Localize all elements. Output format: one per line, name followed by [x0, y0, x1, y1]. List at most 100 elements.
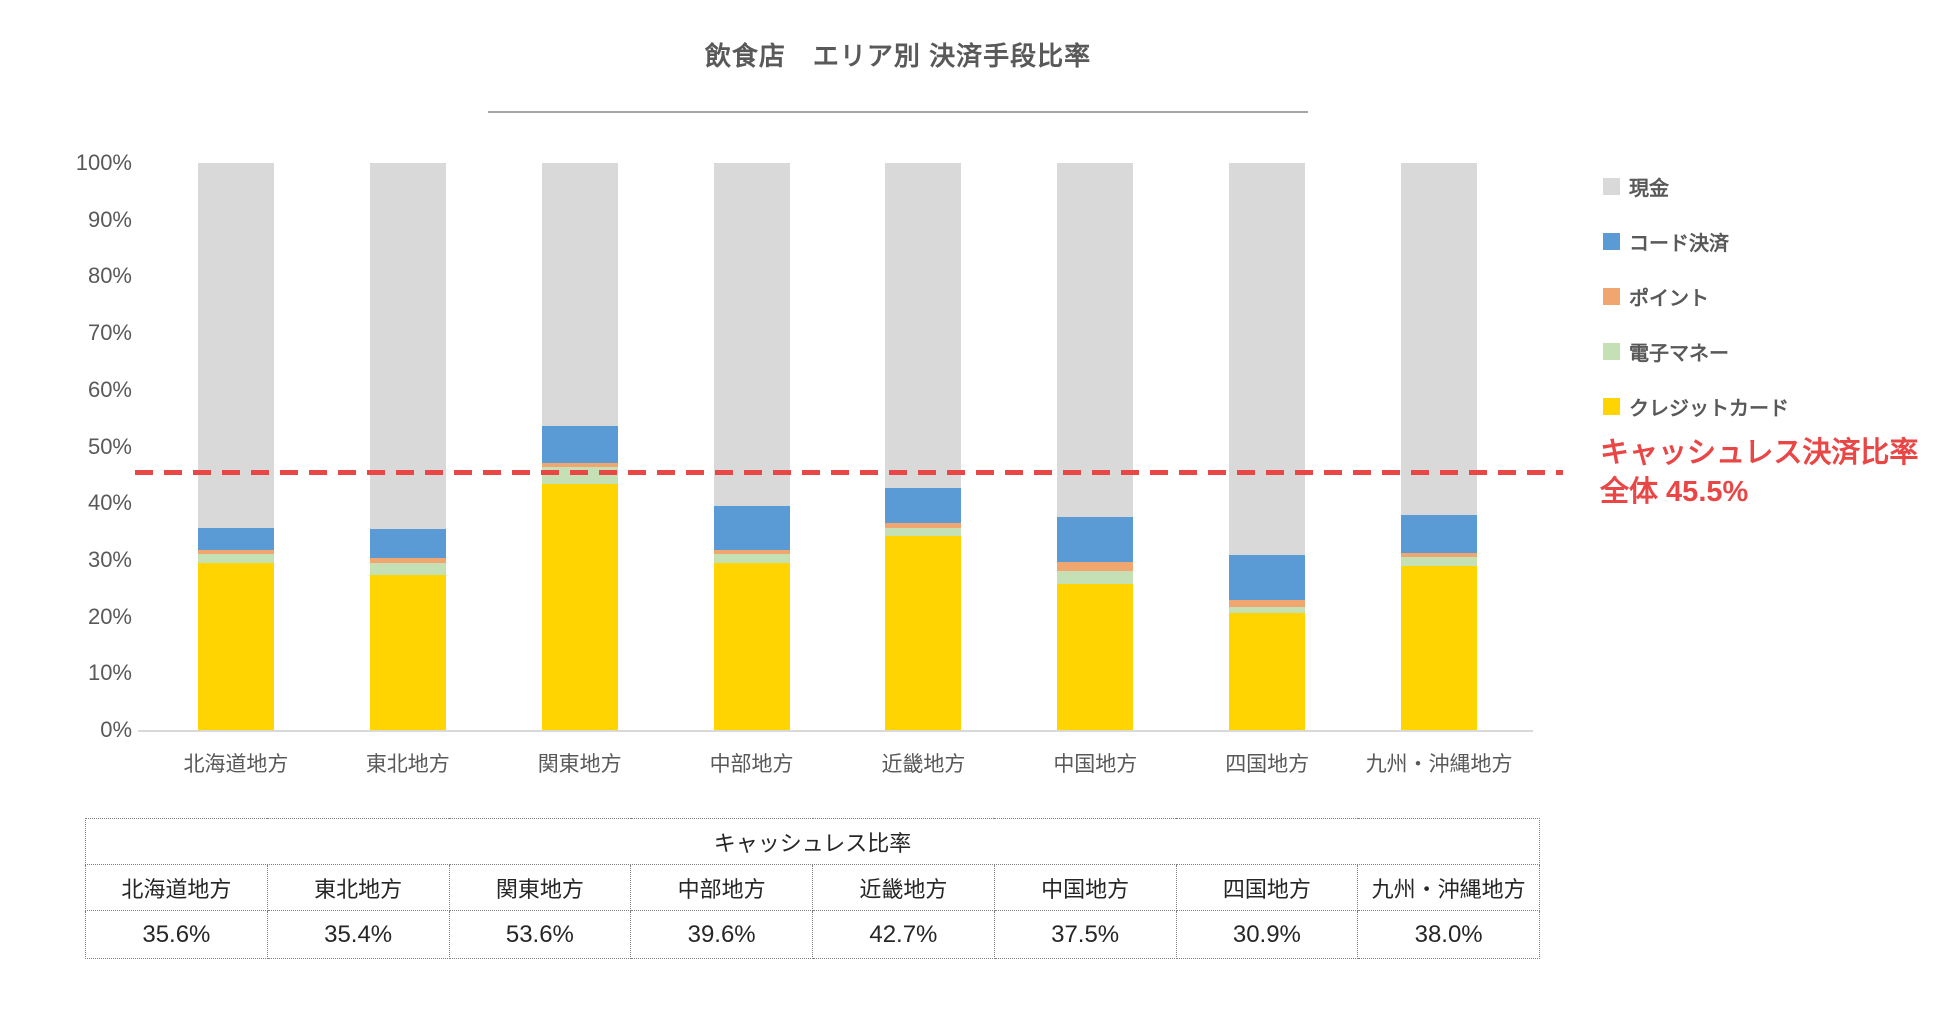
bar-cell-8 [1353, 163, 1525, 730]
x-axis-label: 関東地方 [537, 753, 622, 776]
bar-segment [1229, 600, 1306, 607]
bar-cell-4 [666, 163, 838, 730]
y-tick-label: 0% [100, 717, 132, 742]
bar-segment [1229, 613, 1306, 730]
bar-stack [713, 163, 790, 730]
title-underline [488, 111, 1308, 113]
y-tick-label: 20% [87, 603, 132, 629]
bar-segment [713, 505, 790, 551]
table-region-cell: 北海道地方 [85, 864, 268, 911]
table-value-cell: 35.4% [266, 910, 450, 959]
table-value-cell: 42.7% [812, 910, 995, 959]
reference-line [135, 470, 1563, 475]
x-axis-label: 北海道地方 [183, 753, 289, 776]
bar-segment [197, 528, 274, 550]
legend-label: 現金 [1629, 178, 1669, 200]
bar-segment [1401, 566, 1478, 730]
bar-segment [197, 163, 274, 529]
bar-segment [713, 163, 790, 506]
bar-segment [1057, 571, 1134, 584]
table-value-cell: 35.6% [85, 910, 268, 959]
bar-cell-5 [838, 163, 1010, 730]
bar-segment [197, 549, 274, 554]
bar-segment [1229, 163, 1306, 555]
bar-segment [713, 550, 790, 555]
x-axis-label: 近畿地方 [881, 753, 966, 776]
legend-label: 電子マネー [1629, 343, 1729, 365]
table-region-cell: 中部地方 [630, 864, 813, 911]
y-tick-label: 90% [87, 206, 132, 232]
legend-item: コード決済 [1603, 227, 1789, 256]
bar-segment [885, 523, 962, 529]
table-value-cell: 30.9% [1175, 910, 1359, 959]
bar-segment [1229, 554, 1306, 601]
table-region-cell: 近畿地方 [812, 864, 995, 911]
bar-stack [885, 163, 962, 730]
legend-swatch-icon [1603, 178, 1620, 195]
reference-annotation-line1: キャッシュレス決済比率 [1600, 437, 1919, 469]
bar-stack [1401, 163, 1478, 730]
y-axis: 100% 90% 80% 70% 60% 50% 40% 30% 20% 10% 0% [30, 150, 140, 742]
bar-segment [1057, 517, 1134, 563]
table-value-row: 35.6% 35.4% 53.6% 39.6% 42.7% 37.5% 30.9% 38.0% [85, 910, 1540, 959]
bar-segment [885, 163, 962, 488]
y-tick-label: 100% [75, 150, 132, 175]
table-value-cell: 53.6% [448, 910, 632, 959]
legend-swatch-icon [1603, 233, 1620, 250]
y-tick-label: 30% [87, 546, 132, 572]
reference-annotation-line2: 全体 45.5% [1600, 476, 1749, 508]
plot-area [135, 163, 1563, 732]
bar-stack [1229, 163, 1306, 730]
bar-segment [1401, 514, 1478, 554]
bar-segment [713, 562, 790, 730]
table-value-cell: 39.6% [630, 910, 813, 959]
bar-segment [885, 487, 962, 524]
x-axis-label: 中部地方 [709, 753, 794, 776]
x-axis-label: 東北地方 [365, 753, 450, 776]
bar-segment [713, 554, 790, 563]
bar-segment [369, 562, 446, 576]
table-region-cell: 四国地方 [1175, 864, 1359, 911]
table-title: キャッシュレス比率 [85, 818, 1540, 865]
bar-stack [1057, 163, 1134, 730]
bar-segment [1057, 163, 1134, 518]
table-region-cell: 東北地方 [266, 864, 450, 911]
bar-segment [1401, 553, 1478, 558]
chart-title: 飲食店 エリア別 決済手段比率 [704, 41, 1092, 71]
bar-stack [369, 163, 446, 730]
bar-segment [369, 558, 446, 563]
table-region-cell: 関東地方 [448, 864, 632, 911]
legend-label: コード決済 [1629, 233, 1729, 255]
table-region-cell: 中国地方 [993, 864, 1177, 911]
bar-segment [885, 528, 962, 537]
legend-item: ポイント [1603, 282, 1789, 311]
y-tick-label: 70% [87, 320, 132, 346]
legend-item: 電子マネー [1603, 337, 1789, 366]
cashless-table: キャッシュレス比率 北海道地方 東北地方 関東地方 中部地方 近畿地方 中国地方 四国地方九… [85, 818, 1540, 959]
reference-annotation: キャッシュレス決済比率 全体 45.5% [1600, 434, 1918, 512]
table-region-cell: 九州・沖縄地方 [1357, 864, 1540, 911]
legend-label: クレジットカード [1629, 398, 1789, 420]
x-axis-label: 中国地方 [1053, 753, 1138, 776]
y-tick-label: 50% [87, 433, 132, 459]
bar-cell-7 [1181, 163, 1353, 730]
bar-segment [885, 536, 962, 730]
bar-segment [1401, 557, 1478, 567]
bar-segment [1057, 583, 1134, 730]
x-axis-labels: 北海道地方 東北地方 関東地方 中部地方 近畿地方 中国地方 四国地方 九州・沖縄地方 [150, 748, 1525, 778]
bar-segment [369, 529, 446, 559]
table-region-row: 北海道地方 東北地方 関東地方 中部地方 近畿地方 中国地方 四国地方 九州・沖縄地方 [85, 864, 1540, 911]
legend-swatch-icon [1603, 288, 1620, 305]
bar-segment [369, 575, 446, 730]
bar-segment [541, 462, 618, 467]
table-title-row: キャッシュレス比率 [85, 818, 1540, 865]
bar-segment [541, 426, 618, 463]
bar-stack [541, 163, 618, 730]
legend-item: 現金 [1603, 172, 1789, 201]
x-axis-label: 九州・沖縄地方 [1365, 753, 1513, 776]
legend-swatch-icon [1603, 398, 1620, 415]
bar-segment [197, 553, 274, 563]
bar-segment [1057, 562, 1134, 572]
x-axis-label: 四国地方 [1225, 753, 1310, 776]
bar-cell-1 [150, 163, 322, 730]
